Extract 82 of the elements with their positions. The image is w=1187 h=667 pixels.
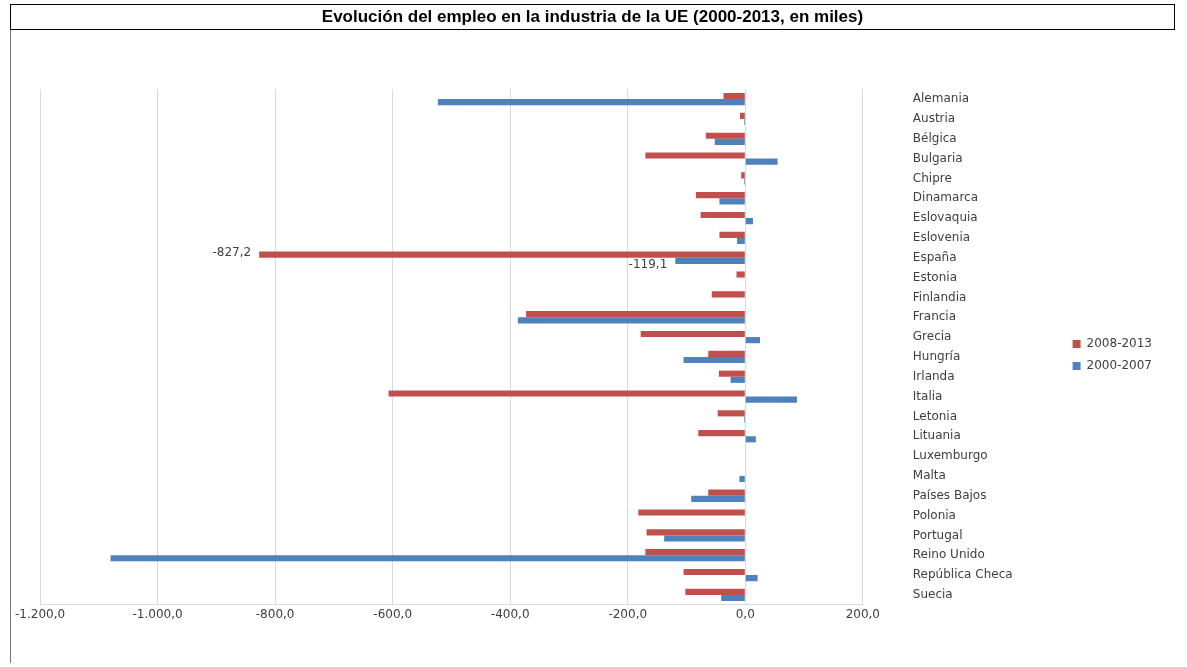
data-label: -119,1 [628, 256, 668, 271]
x-tick-label: -400,0 [490, 607, 530, 622]
y-tick-label: Hungría [912, 349, 961, 364]
bar [708, 489, 745, 496]
bar [719, 231, 745, 238]
y-tick-label: Malta [912, 468, 946, 483]
chart-title: Evolución del empleo en la industria de la UE (2000-2013, en miles) [10, 4, 1175, 30]
y-tick-label: España [912, 249, 957, 264]
x-tick-label: -800,0 [255, 607, 295, 622]
bar [745, 396, 797, 403]
bar [698, 430, 745, 437]
y-tick-label: Bélgica [912, 130, 957, 145]
bar [711, 291, 745, 298]
bar [723, 92, 745, 100]
bar [110, 555, 745, 562]
bar [718, 370, 745, 377]
y-tick-label: Dinamarca [912, 190, 979, 205]
bar [717, 410, 745, 417]
bar [685, 588, 745, 595]
y-tick-label: Irlanda [912, 368, 955, 383]
y-tick-label: Letonia [912, 408, 958, 423]
bar [664, 535, 745, 542]
bar [675, 257, 745, 264]
y-tick-label: Lituania [912, 428, 961, 443]
y-tick-label: Eslovenia [912, 230, 971, 245]
bar [259, 251, 745, 258]
x-tick-label: 0,0 [735, 607, 755, 622]
bar [640, 330, 745, 338]
y-tick-label: Portugal [912, 527, 963, 542]
bar [741, 172, 745, 179]
x-tick-label: 200,0 [845, 607, 880, 622]
bar [695, 192, 745, 199]
bar [708, 350, 745, 357]
x-tick-label: -200,0 [608, 607, 648, 622]
y-tick-label: Chipre [912, 170, 952, 185]
y-tick-label: Austria [912, 111, 956, 126]
bar [745, 575, 758, 582]
bar [437, 99, 745, 106]
bar [691, 495, 745, 502]
bar [645, 152, 745, 159]
y-tick-label: Francia [912, 309, 957, 324]
bar [721, 594, 745, 602]
legend-label: 2008-2013 [1086, 336, 1153, 351]
bar [705, 132, 745, 139]
bar [645, 549, 745, 556]
y-tick-label: Suecia [912, 587, 953, 602]
bar [683, 568, 745, 576]
bar [745, 436, 756, 443]
bar [388, 390, 745, 397]
bar [526, 311, 745, 318]
bar [739, 112, 745, 119]
bar [739, 475, 745, 483]
y-tick-label: Grecia [912, 329, 952, 344]
bar [745, 158, 778, 165]
y-tick-label: Reino Unido [912, 547, 985, 562]
bar [700, 211, 745, 219]
y-tick-label: Polonia [912, 507, 956, 522]
bar [517, 317, 745, 324]
y-tick-label: Italia [912, 388, 943, 403]
y-tick-label: Luxemburgo [912, 448, 988, 463]
bar [719, 198, 745, 205]
bar [737, 237, 745, 245]
x-tick-label: -600,0 [373, 607, 413, 622]
bar [646, 529, 745, 536]
y-tick-label: Países Bajos [912, 487, 987, 502]
x-tick-label: -1.200,0 [15, 607, 66, 622]
y-tick-label: Estonia [912, 269, 958, 284]
y-tick-label: Alemania [912, 91, 970, 106]
bar [683, 356, 745, 364]
legend-label: 2000-2007 [1086, 358, 1153, 373]
bar [745, 337, 760, 344]
y-tick-label: Bulgaria [912, 150, 963, 165]
y-tick-label: República Checa [912, 567, 1013, 582]
bar [714, 138, 745, 145]
y-tick-label: Finlandia [912, 289, 967, 304]
bar [745, 218, 753, 225]
data-label: -827,2 [212, 244, 252, 259]
bar [730, 376, 745, 383]
x-tick-label: -1.000,0 [132, 607, 183, 622]
bar [638, 509, 745, 516]
bar [736, 271, 745, 278]
y-tick-label: Eslovaquia [912, 210, 978, 225]
